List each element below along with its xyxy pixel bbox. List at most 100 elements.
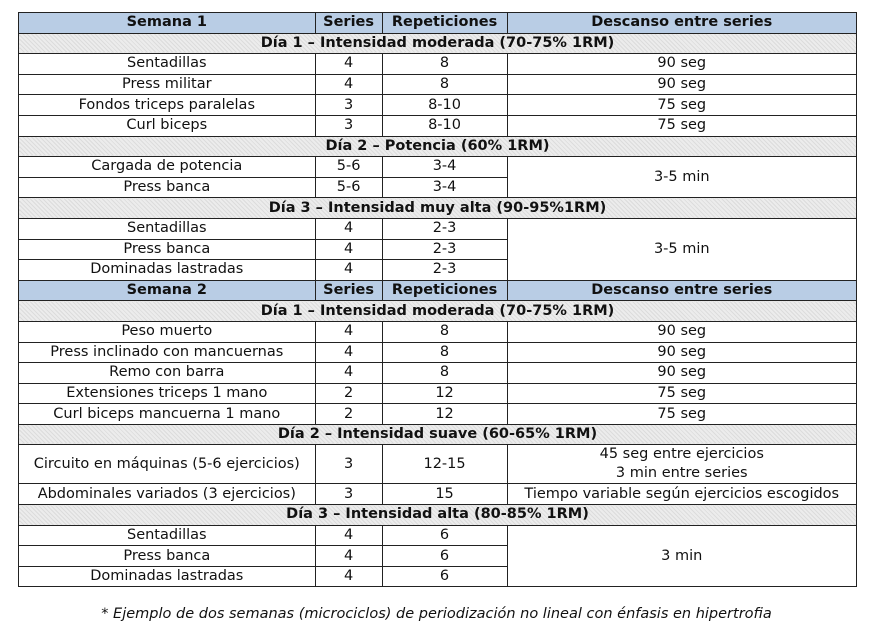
exercise-reps: 8 (381, 341, 508, 364)
header-series: Series (314, 279, 383, 302)
week-header-row: Semana 2 Series Repeticiones Descanso entre… (18, 279, 858, 302)
exercise-reps: 8 (381, 320, 508, 343)
exercise-name: Curl biceps (18, 114, 316, 137)
exercise-name: Remo con barra (18, 362, 316, 384)
day-title: Día 2 – Potencia (60% 1RM) (18, 135, 857, 158)
exercise-rest: Tiempo variable según ejercicios escogid… (506, 483, 858, 506)
exercise-series: 4 (314, 565, 383, 588)
exercise-row: Dominadas lastradas 4 6 (18, 565, 857, 588)
exercise-rest: 75 seg (506, 94, 858, 116)
exercise-reps: 2-3 (381, 217, 508, 240)
exercise-reps: 12-15 (381, 444, 508, 485)
exercise-reps: 2-3 (381, 259, 508, 281)
exercise-name: Peso muerto (18, 320, 316, 343)
exercise-series: 3 (314, 444, 383, 485)
header-title: Semana 2 (18, 279, 316, 302)
exercise-row: Curl biceps mancuerna 1 mano 2 12 75 seg (18, 403, 858, 425)
exercise-row: Press banca 4 6 (18, 545, 857, 567)
exercise-reps: 8 (381, 73, 508, 96)
exercise-row: Cargada de potencia 5-6 3-4 3-5 min (18, 156, 858, 199)
exercise-series: 5-6 (314, 156, 383, 178)
exercise-series: 3 (314, 94, 383, 116)
exercise-series: 4 (314, 217, 383, 240)
exercise-series: 4 (314, 259, 383, 281)
exercise-row: Sentadillas 4 6 3 min (18, 524, 858, 588)
day-row: Día 1 – Intensidad moderada (70-75% 1RM) (18, 32, 857, 55)
exercise-reps: 2-3 (381, 238, 508, 261)
day-row: Día 2 – Intensidad suave (60-65% 1RM) (18, 423, 857, 446)
exercise-rest: 75 seg (506, 114, 858, 137)
exercise-reps: 12 (381, 382, 508, 405)
exercise-name: Dominadas lastradas (18, 565, 316, 588)
exercise-rest: 90 seg (506, 73, 858, 96)
exercise-reps: 6 (381, 524, 508, 547)
exercise-reps: 8-10 (381, 94, 508, 116)
exercise-reps: 8 (381, 53, 508, 75)
header-rest: Descanso entre series (506, 12, 858, 34)
day-title: Día 1 – Intensidad moderada (70-75% 1RM) (18, 32, 857, 55)
exercise-reps: 8 (381, 362, 508, 384)
exercise-row: Abdominales variados (3 ejercicios) 3 15 Ti… (18, 483, 858, 506)
exercise-rest: 45 seg entre ejercicios 3 min entre seri… (506, 444, 858, 485)
exercise-row: Sentadillas 4 2-3 3-5 min (18, 217, 858, 281)
exercise-series: 3 (314, 483, 383, 506)
day-row: Día 1 – Intensidad moderada (70-75% 1RM) (18, 300, 857, 322)
day-title: Día 3 – Intensidad muy alta (90-95%1RM) (18, 197, 857, 219)
exercise-series: 4 (314, 545, 383, 567)
exercise-row: Extensiones triceps 1 mano 2 12 75 seg (18, 382, 858, 405)
exercise-reps: 8-10 (381, 114, 508, 137)
exercise-series: 4 (314, 524, 383, 547)
exercise-series: 4 (314, 362, 383, 384)
day-row: Día 2 – Potencia (60% 1RM) (18, 135, 857, 158)
exercise-name: Sentadillas (18, 524, 316, 547)
exercise-name: Extensiones triceps 1 mano (18, 382, 316, 405)
exercise-rest: 90 seg (506, 341, 858, 364)
day-rest: 3-5 min (506, 217, 858, 281)
exercise-rest: 75 seg (506, 382, 858, 405)
exercise-series: 2 (314, 403, 383, 425)
day-rest: 3 min (506, 524, 858, 588)
day-title: Día 3 – Intensidad alta (80-85% 1RM) (18, 504, 857, 526)
exercise-series: 2 (314, 382, 383, 405)
exercise-series: 4 (314, 341, 383, 364)
exercise-reps: 15 (381, 483, 508, 506)
header-reps: Repeticiones (381, 12, 508, 34)
exercise-row: Remo con barra 4 8 90 seg (18, 362, 858, 384)
exercise-row: Press banca 5-6 3-4 (18, 176, 857, 199)
exercise-row: Peso muerto 4 8 90 seg (18, 320, 858, 343)
exercise-reps: 6 (381, 565, 508, 588)
exercise-name: Press banca (18, 545, 316, 567)
day-row: Día 3 – Intensidad muy alta (90-95%1RM) (18, 197, 857, 219)
table-caption: * Ejemplo de dos semanas (microciclos) d… (101, 606, 772, 622)
header-title: Semana 1 (18, 12, 316, 34)
day-row: Día 3 – Intensidad alta (80-85% 1RM) (18, 504, 857, 526)
exercise-name: Sentadillas (18, 217, 316, 240)
exercise-series: 4 (314, 73, 383, 96)
exercise-reps: 3-4 (381, 156, 508, 178)
exercise-reps: 12 (381, 403, 508, 425)
exercise-series: 4 (314, 53, 383, 75)
exercise-row: Press inclinado con mancuernas 4 8 90 seg (18, 341, 858, 364)
exercise-row: Sentadillas 4 8 90 seg (18, 53, 858, 75)
exercise-row: Dominadas lastradas 4 2-3 (18, 259, 857, 281)
exercise-series: 5-6 (314, 176, 383, 199)
exercise-name: Press banca (18, 238, 316, 261)
exercise-row: Curl biceps 3 8-10 75 seg (18, 114, 858, 137)
exercise-rest: 75 seg (506, 403, 858, 425)
exercise-series: 3 (314, 114, 383, 137)
exercise-reps: 6 (381, 545, 508, 567)
exercise-series: 4 (314, 320, 383, 343)
day-title: Día 2 – Intensidad suave (60-65% 1RM) (18, 423, 857, 446)
exercise-series: 4 (314, 238, 383, 261)
day-title: Día 1 – Intensidad moderada (70-75% 1RM) (18, 300, 857, 322)
training-table: Semana 1 Series Repeticiones Descanso entre… (18, 12, 858, 588)
exercise-name: Sentadillas (18, 53, 316, 75)
exercise-name: Circuito en máquinas (5-6 ejercicios) (18, 444, 316, 485)
exercise-rest: 90 seg (506, 362, 858, 384)
exercise-reps: 3-4 (381, 176, 508, 199)
exercise-name: Curl biceps mancuerna 1 mano (18, 403, 316, 425)
exercise-name: Press militar (18, 73, 316, 96)
exercise-rest: 90 seg (506, 53, 858, 75)
exercise-name: Abdominales variados (3 ejercicios) (18, 483, 316, 506)
exercise-name: Dominadas lastradas (18, 259, 316, 281)
